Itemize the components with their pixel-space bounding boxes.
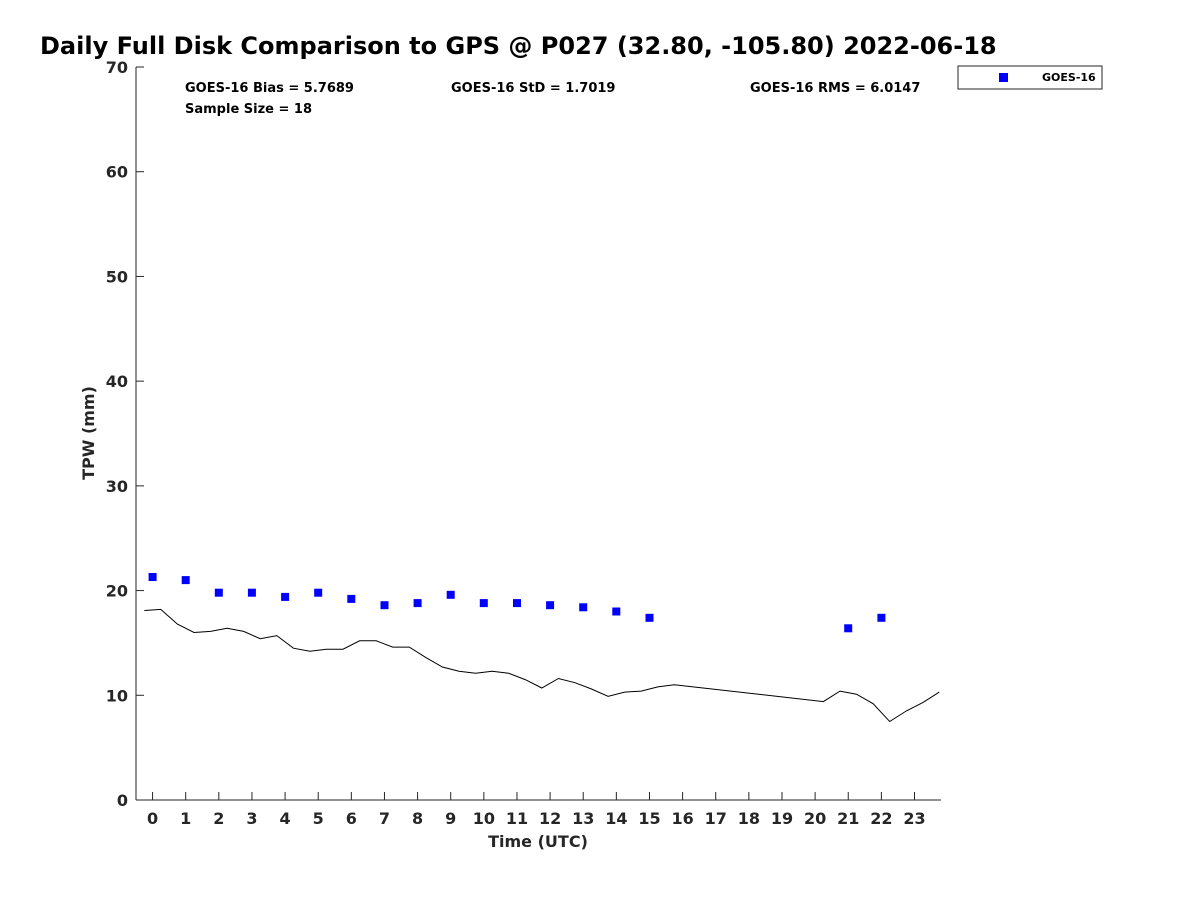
goes16-data-point: [446, 590, 455, 599]
std-annotation: GOES-16 StD = 1.7019: [451, 81, 615, 96]
x-tick-label: 19: [771, 809, 793, 828]
x-tick-label: 8: [412, 809, 423, 828]
legend-box: [957, 65, 1103, 90]
chart-title: Daily Full Disk Comparison to GPS @ P027…: [40, 32, 997, 60]
y-tick-label: 40: [106, 372, 128, 391]
goes16-data-point: [479, 599, 488, 608]
y-tick-label: 10: [106, 686, 128, 705]
x-tick-label: 5: [313, 809, 324, 828]
legend-marker-goes16: [999, 73, 1008, 82]
x-tick-label: 17: [705, 809, 727, 828]
goes16-data-point: [247, 588, 256, 597]
goes16-data-point: [314, 588, 323, 597]
x-tick-label: 20: [804, 809, 826, 828]
x-tick-label: 0: [147, 809, 158, 828]
x-tick-label: 7: [379, 809, 390, 828]
y-tick-label: 20: [106, 582, 128, 601]
x-tick-label: 9: [445, 809, 456, 828]
goes16-data-point: [877, 613, 886, 622]
goes16-data-point: [546, 601, 555, 610]
x-axis-label: Time (UTC): [488, 832, 588, 851]
y-tick-label: 70: [106, 58, 128, 77]
goes16-data-point: [181, 576, 190, 585]
legend-label-goes16: GOES-16: [1042, 71, 1096, 84]
goes16-data-point: [579, 603, 588, 612]
goes16-data-point: [347, 594, 356, 603]
x-tick-label: 2: [213, 809, 224, 828]
x-tick-label: 18: [738, 809, 760, 828]
goes16-data-point: [513, 599, 521, 608]
goes16-data-point: [148, 573, 157, 581]
legend: GOES-16: [957, 65, 1103, 90]
y-tick-label: 50: [106, 267, 128, 286]
x-tick-label: 10: [473, 809, 495, 828]
gps-tpw-line: [144, 608, 940, 723]
x-tick-label: 21: [837, 809, 859, 828]
goes16-data-point: [380, 601, 389, 610]
x-tick-label: 22: [870, 809, 892, 828]
x-tick-label: 1: [180, 809, 191, 828]
x-tick-label: 13: [572, 809, 594, 828]
x-tick-label: 15: [638, 809, 660, 828]
x-tick-label: 16: [671, 809, 693, 828]
x-tick-label: 6: [346, 809, 357, 828]
x-tick-label: 3: [246, 809, 257, 828]
y-ticks: 0 10 20 30 40 50 60 70: [106, 58, 144, 810]
goes16-data-point: [214, 588, 223, 597]
y-tick-label: 30: [106, 477, 128, 496]
goes16-data-point: [645, 613, 654, 622]
goes16-data-point: [612, 607, 621, 616]
bias-annotation: GOES-16 Bias = 5.7689: [185, 81, 354, 96]
x-tick-label: 11: [506, 809, 528, 828]
plot-area: [135, 67, 941, 801]
y-tick-label: 60: [106, 163, 128, 182]
sample-size-annotation: Sample Size = 18: [185, 102, 312, 117]
x-tick-label: 23: [903, 809, 925, 828]
goes16-data-point: [281, 592, 290, 601]
goes16-data-point: [413, 599, 422, 608]
series-layer: [144, 573, 940, 723]
x-tick-label: 4: [280, 809, 291, 828]
x-tick-label: 14: [605, 809, 627, 828]
goes16-data-point: [844, 624, 853, 633]
x-tick-label: 12: [539, 809, 561, 828]
rms-annotation: GOES-16 RMS = 6.0147: [750, 81, 920, 96]
y-tick-label: 0: [117, 791, 128, 810]
x-ticks: 0 1 2 3 4 5 6 7 8 9 10 11 12 13 14 15 16 17 18 19 20 21 22 23: [147, 792, 926, 828]
y-axis-label: TPW (mm): [79, 386, 98, 480]
